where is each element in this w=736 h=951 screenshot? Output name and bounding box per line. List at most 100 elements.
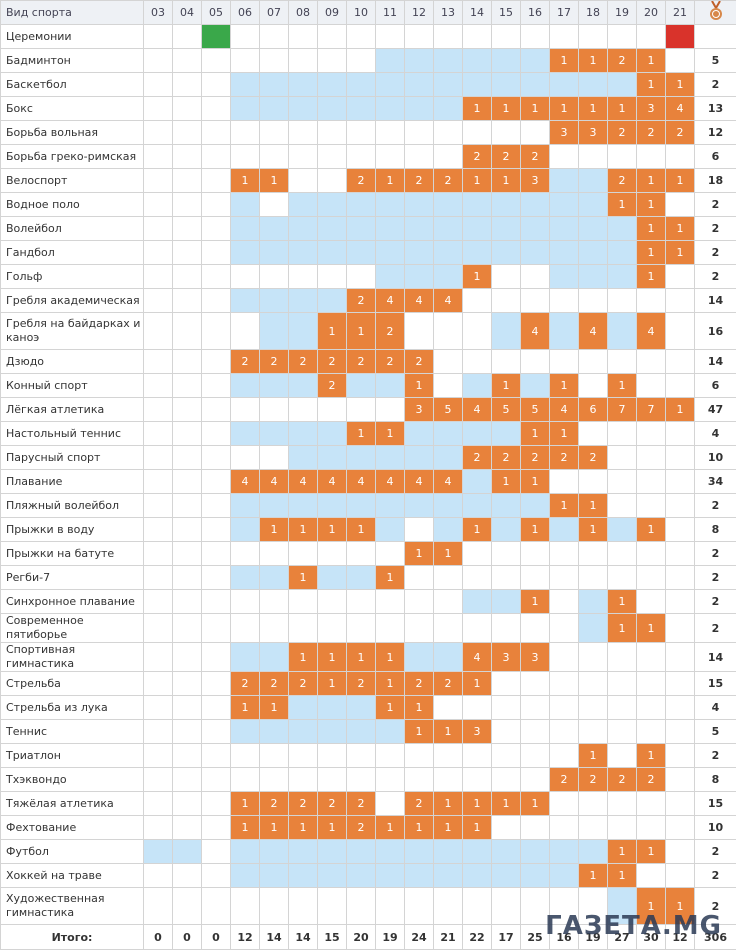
event-cell [259, 240, 289, 265]
empty-cell [172, 120, 202, 145]
empty-cell [578, 565, 608, 590]
medal-cell: 1 [491, 168, 521, 193]
empty-cell [491, 565, 521, 590]
day-total: 12 [665, 924, 695, 950]
row-total: 2 [694, 264, 736, 289]
empty-cell [665, 815, 695, 840]
medal-cell: 1 [578, 517, 608, 542]
event-cell [259, 565, 289, 590]
event-cell [607, 216, 637, 241]
sport-row: Волейбол 1 1 2 [0, 216, 736, 241]
medal-cell: 4 [520, 312, 550, 350]
sport-name: Прыжки на батуте [0, 541, 144, 566]
empty-cell [201, 421, 231, 446]
medal-cell: 1 [433, 791, 463, 816]
empty-cell [636, 565, 666, 590]
sport-name: Спортивная гимнастика [0, 642, 144, 672]
medal-cell: 2 [578, 445, 608, 470]
empty-cell [636, 445, 666, 470]
event-cell [143, 839, 173, 864]
day-header: 18 [578, 0, 608, 25]
medal-header [694, 0, 736, 25]
empty-cell [346, 743, 376, 768]
empty-cell [520, 565, 550, 590]
medal-cell: 1 [404, 695, 434, 720]
medal-cell: 1 [288, 517, 318, 542]
row-total: 2 [694, 541, 736, 566]
sport-row: Велоспорт 1 1 2 1 2 2 1 1 3 2 1 1 18 [0, 168, 736, 193]
sport-name: Теннис [0, 719, 144, 744]
empty-cell [172, 288, 202, 313]
row-total: 15 [694, 791, 736, 816]
medal-cell: 1 [259, 168, 289, 193]
sport-row: Настольный теннис 1 1 1 1 4 [0, 421, 736, 446]
empty-cell [143, 48, 173, 73]
sport-name: Триатлон [0, 743, 144, 768]
empty-cell [143, 743, 173, 768]
empty-cell [665, 144, 695, 169]
medal-cell: 2 [346, 168, 376, 193]
medal-cell: 1 [259, 815, 289, 840]
day-header: 09 [317, 0, 347, 25]
medal-cell: 1 [230, 791, 260, 816]
empty-cell [172, 240, 202, 265]
medal-cell: 1 [636, 216, 666, 241]
empty-cell [491, 541, 521, 566]
empty-cell [143, 791, 173, 816]
event-cell [288, 72, 318, 97]
event-cell [259, 72, 289, 97]
row-total: 5 [694, 48, 736, 73]
empty-cell [665, 445, 695, 470]
event-cell [491, 493, 521, 518]
empty-cell [462, 887, 492, 925]
event-cell [491, 216, 521, 241]
empty-cell [491, 887, 521, 925]
event-cell [549, 240, 579, 265]
row-total: 2 [694, 216, 736, 241]
empty-cell [317, 24, 347, 49]
event-cell [520, 192, 550, 217]
event-cell [346, 72, 376, 97]
medal-cell: 2 [346, 671, 376, 696]
empty-cell [462, 312, 492, 350]
empty-cell [636, 349, 666, 374]
event-cell [404, 493, 434, 518]
medal-cell: 2 [259, 671, 289, 696]
event-cell [375, 72, 405, 97]
empty-cell [665, 863, 695, 888]
medal-cell: 6 [578, 397, 608, 422]
sport-row: Прыжки в воду 1 1 1 1 1 1 1 1 8 [0, 517, 736, 542]
medal-cell: 1 [607, 373, 637, 398]
event-cell [317, 421, 347, 446]
sport-name: Плавание [0, 469, 144, 494]
empty-cell [404, 312, 434, 350]
empty-cell [375, 767, 405, 792]
empty-cell [317, 264, 347, 289]
empty-cell [462, 288, 492, 313]
event-cell [520, 863, 550, 888]
empty-cell [346, 589, 376, 614]
event-cell [288, 373, 318, 398]
event-cell [375, 96, 405, 121]
medal-cell: 2 [404, 791, 434, 816]
medal-cell: 4 [317, 469, 347, 494]
empty-cell [201, 288, 231, 313]
sport-row: Баскетбол 1 1 2 [0, 72, 736, 97]
empty-cell [201, 815, 231, 840]
empty-cell [404, 743, 434, 768]
row-total: 2 [694, 192, 736, 217]
event-cell [375, 216, 405, 241]
empty-cell [143, 288, 173, 313]
empty-cell [636, 815, 666, 840]
empty-cell [143, 493, 173, 518]
medal-cell: 2 [433, 168, 463, 193]
empty-cell [230, 144, 260, 169]
empty-cell [259, 24, 289, 49]
medal-cell: 2 [491, 144, 521, 169]
medal-cell: 3 [491, 642, 521, 672]
medal-cell: 2 [288, 791, 318, 816]
event-cell [462, 48, 492, 73]
event-cell [404, 264, 434, 289]
empty-cell [143, 24, 173, 49]
